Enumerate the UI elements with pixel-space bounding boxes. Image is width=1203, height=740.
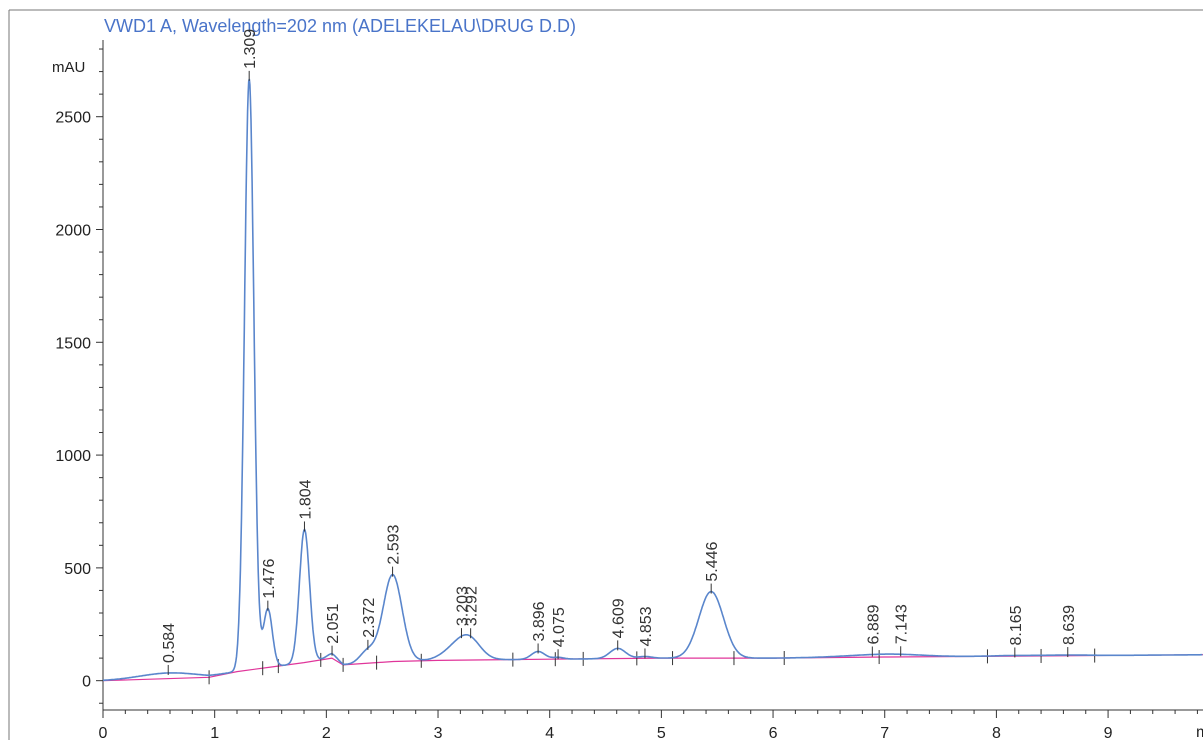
- peak-label: 4.075: [551, 607, 568, 647]
- peak-label: 4.853: [638, 606, 655, 646]
- peak-label: 2.372: [361, 598, 378, 638]
- peak-label: 3.896: [531, 601, 548, 641]
- peak-label: 1.309: [242, 29, 259, 69]
- peak-label: 0.584: [161, 623, 178, 663]
- x-tick-label: 2: [322, 725, 331, 740]
- chart-marks: 0.584 1.309 1.476 1.804 2.051 2.372 2.593 3.203…: [102, 29, 1203, 685]
- x-tick-label: 3: [434, 725, 443, 740]
- y-tick-label: 1000: [55, 448, 91, 465]
- x-tick-label: 9: [1104, 725, 1113, 740]
- axes: 0 500 1000 1500 2000 2500 0 1 2 3 4 5 6 7 8 9: [55, 40, 1203, 740]
- integration-baseline: [102, 654, 1203, 682]
- peak-label: 1.476: [261, 558, 278, 598]
- peak-label: 3.292: [464, 586, 481, 626]
- peak-label: 5.446: [704, 541, 721, 581]
- x-tick-label: 8: [992, 725, 1001, 740]
- x-tick-label: 0: [99, 725, 108, 740]
- x-tick-label: 5: [657, 725, 666, 740]
- y-tick-label: 2000: [55, 222, 91, 239]
- y-tick-label: 2500: [55, 110, 91, 127]
- peak-label: 6.889: [865, 604, 882, 644]
- x-tick-label: 7: [880, 725, 889, 740]
- peak-label: 7.143: [894, 604, 911, 644]
- x-axis-unit: m: [1196, 724, 1203, 740]
- x-tick-label: 1: [210, 725, 219, 740]
- x-tick-label: 6: [769, 725, 778, 740]
- peak-label: 3.203: [455, 586, 472, 626]
- y-axis-unit: mAU: [52, 59, 85, 76]
- peak-label: 2.051: [325, 604, 342, 644]
- chromatogram-trace: [103, 78, 1203, 682]
- y-tick-label: 500: [64, 561, 91, 578]
- peak-label: 4.609: [611, 598, 628, 638]
- chart-title: VWD1 A, Wavelength=202 nm (ADELEKELAU\DR…: [104, 16, 576, 36]
- x-tick-label: 4: [545, 725, 554, 740]
- peak-label: 8.165: [1008, 605, 1025, 645]
- y-tick-label: 1500: [55, 335, 91, 352]
- peak-label: 8.639: [1061, 605, 1078, 645]
- peak-label: 1.804: [298, 479, 315, 519]
- peak-label: 2.593: [386, 524, 403, 564]
- y-tick-label: 0: [82, 674, 91, 691]
